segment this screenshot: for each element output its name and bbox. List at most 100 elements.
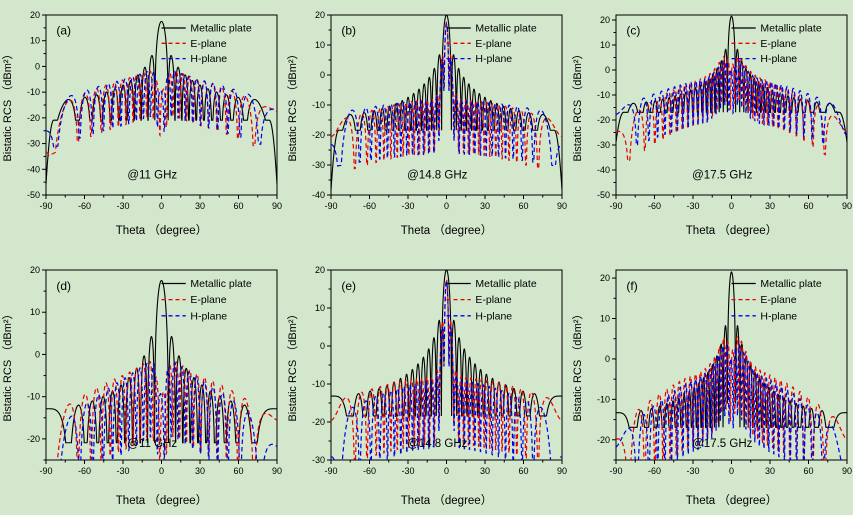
legend-label: H-plane	[190, 310, 227, 322]
panel-label: (e)	[341, 279, 356, 293]
x-tick-label: 30	[195, 201, 205, 211]
legend-label: H-plane	[475, 53, 512, 65]
series-e-plane	[331, 21, 562, 170]
subplot-b: -90 -60 -30 0 30 60 90 20 10 0 -10 -20 -30 -40 Theta （…	[285, 2, 570, 240]
frequency-annotation: @11 GHz	[127, 438, 177, 450]
y-tick-label: 10	[315, 40, 325, 50]
y-tick-label: 0	[35, 61, 40, 71]
y-tick-label: 10	[315, 303, 325, 313]
x-tick-label: -30	[401, 201, 414, 211]
y-tick-label: -50	[597, 190, 610, 200]
x-tick-label: -90	[39, 466, 52, 476]
series-e-plane	[56, 360, 277, 460]
x-axis-label: Theta （degree）	[401, 224, 492, 237]
x-axis-label: Theta （degree）	[116, 224, 207, 237]
x-tick-label: 60	[803, 201, 813, 211]
x-tick-label: -60	[78, 201, 91, 211]
y-axis-label: Bistatic RCS （dBm²）	[571, 48, 584, 161]
x-tick-label: 0	[159, 201, 164, 211]
x-tick-label: 60	[803, 466, 813, 476]
x-tick-label: -90	[609, 466, 622, 476]
x-tick-label: 0	[729, 201, 734, 211]
x-tick-label: 0	[729, 466, 734, 476]
series-metallic-plate	[331, 15, 562, 191]
legend-label: H-plane	[190, 53, 227, 65]
y-tick-label: -30	[312, 160, 325, 170]
y-tick-label: -20	[27, 113, 40, 123]
y-axis-label: Bistatic RCS （dBm²）	[571, 308, 584, 421]
legend-label: E-plane	[475, 294, 511, 306]
y-axis-label: Bistatic RCS （dBm²）	[1, 48, 14, 161]
subplot-e: -90 -60 -30 0 30 60 90 20 10 0 -10 -20 -30 Theta （deg…	[285, 254, 570, 510]
y-tick-label: -50	[27, 190, 40, 200]
subplot-f: -90 -60 -30 0 30 60 90 20 10 0 -10 -20 Theta （degree…	[570, 254, 853, 510]
legend-label: Metallic plate	[475, 278, 536, 290]
y-tick-label: -10	[312, 100, 325, 110]
legend-label: Metallic plate	[760, 23, 821, 35]
legend-label: Metallic plate	[190, 23, 251, 35]
series-e-plane	[331, 277, 562, 460]
y-tick-label: 20	[30, 265, 40, 275]
y-tick-label: -30	[312, 455, 325, 465]
subplot-e-canvas: -90 -60 -30 0 30 60 90 20 10 0 -10 -20 -30 Theta （deg…	[286, 265, 567, 507]
legend-label: E-plane	[760, 294, 796, 306]
y-tick-label: 0	[35, 349, 40, 359]
x-tick-label: -30	[686, 201, 699, 211]
subplot-a: -90 -60 -30 0 30 60 90 20 10 0 -10 -20 -30 -40 -50 Thet…	[0, 2, 285, 240]
subplot-d-canvas: -90 -60 -30 0 30 60 90 20 10 0 -10 -20 Theta （degree…	[1, 265, 282, 507]
y-tick-label: 20	[600, 273, 610, 283]
y-tick-label: 0	[320, 341, 325, 351]
y-tick-label: -30	[597, 140, 610, 150]
y-tick-label: 20	[30, 10, 40, 20]
legend-label: Metallic plate	[475, 23, 536, 35]
x-tick-label: 60	[233, 466, 243, 476]
x-tick-label: -30	[116, 201, 129, 211]
x-tick-label: 60	[518, 466, 528, 476]
legend-label: H-plane	[760, 310, 797, 322]
x-tick-label: 30	[195, 466, 205, 476]
frequency-annotation: @14.8 GHz	[407, 169, 468, 181]
x-tick-label: 90	[842, 466, 852, 476]
y-tick-label: -10	[597, 90, 610, 100]
x-tick-label: 90	[272, 466, 282, 476]
legend-label: Metallic plate	[760, 278, 821, 290]
series-h-plane	[331, 22, 562, 167]
frequency-annotation: @14.8 GHz	[407, 438, 468, 450]
series-metallic-plate	[616, 15, 847, 143]
x-tick-label: 60	[518, 201, 528, 211]
y-tick-label: -10	[27, 392, 40, 402]
panel-label: (d)	[56, 279, 71, 293]
x-tick-label: 90	[272, 201, 282, 211]
x-tick-label: 30	[480, 201, 490, 211]
y-tick-label: 10	[600, 314, 610, 324]
panel-label: (a)	[56, 23, 71, 37]
series-metallic-plate	[46, 279, 277, 444]
x-tick-label: -90	[609, 201, 622, 211]
legend-label: H-plane	[475, 310, 512, 322]
frequency-annotation: @17.5 GHz	[692, 169, 753, 181]
panel-label: (b)	[341, 23, 356, 37]
plot-frame	[330, 14, 563, 196]
y-tick-label: -40	[597, 165, 610, 175]
subplot-c: -90 -60 -30 0 30 60 90 20 10 0 -10 -20 -30 -40 -50 Thet…	[570, 2, 853, 240]
series-h-plane	[616, 60, 847, 147]
series-metallic-plate	[616, 271, 847, 428]
y-tick-label: -10	[597, 394, 610, 404]
x-tick-label: -90	[324, 201, 337, 211]
x-tick-label: 90	[557, 466, 567, 476]
x-tick-label: 0	[444, 201, 449, 211]
y-axis-label: Bistatic RCS （dBm²）	[286, 48, 299, 161]
series-h-plane	[331, 279, 562, 460]
legend-label: E-plane	[190, 38, 226, 50]
x-tick-label: -30	[401, 466, 414, 476]
frequency-annotation: @17.5 GHz	[692, 438, 753, 450]
series-h-plane	[46, 70, 277, 149]
y-tick-label: -20	[597, 115, 610, 125]
series-h-plane	[616, 343, 842, 460]
y-tick-label: 0	[605, 354, 610, 364]
y-axis-label: Bistatic RCS （dBm²）	[286, 308, 299, 421]
x-tick-label: 30	[480, 466, 490, 476]
y-tick-label: -40	[312, 190, 325, 200]
plot-frame	[615, 14, 848, 196]
